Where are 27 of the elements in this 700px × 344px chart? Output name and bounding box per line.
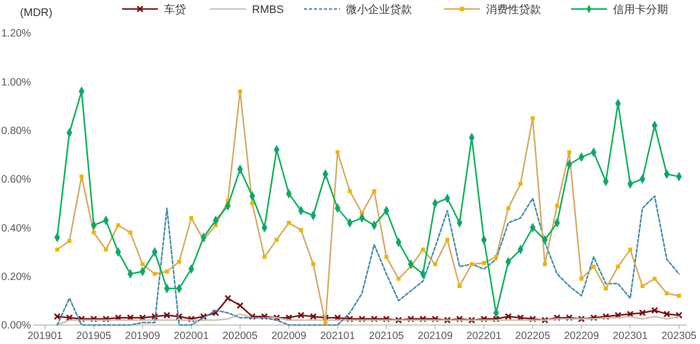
y-tick-label: 0.00%: [1, 320, 31, 332]
legend-label: 信用卡分期: [613, 3, 668, 16]
x-tick-label: 202101: [320, 330, 356, 342]
x-tick-label: 202205: [515, 330, 550, 342]
y-tick-label: 0.80%: [1, 125, 31, 138]
x-tick-label: 202301: [612, 330, 648, 342]
legend-label: 车贷: [164, 3, 186, 16]
y-tick-label: 1.20%: [1, 28, 31, 40]
legend-label: 微小企业贷款: [346, 3, 412, 16]
y-tick-label: 0.20%: [1, 271, 31, 284]
x-tick-label: 202005: [222, 330, 258, 342]
y-tick-label: 0.60%: [1, 174, 31, 186]
x-tick-label: 201909: [125, 330, 160, 342]
y-tick-label: 0.40%: [1, 222, 31, 234]
x-tick-label: 202001: [174, 330, 209, 342]
x-tick-label: 202209: [564, 330, 600, 342]
x-tick-label: 202009: [271, 330, 307, 342]
y-axis-title: (MDR): [20, 7, 52, 19]
x-tick-label: 201901: [27, 330, 63, 342]
x-tick-label: 202109: [418, 330, 453, 342]
legend-label: 消费性贷款: [486, 3, 541, 16]
x-tick-label: 202105: [368, 330, 404, 342]
legend-label: RMBS: [252, 4, 284, 16]
y-tick-label: 1.00%: [1, 76, 31, 88]
x-tick-label: 201905: [76, 330, 112, 342]
x-tick-label: 202201: [466, 330, 502, 342]
x-tick-label: 202305: [661, 330, 697, 342]
